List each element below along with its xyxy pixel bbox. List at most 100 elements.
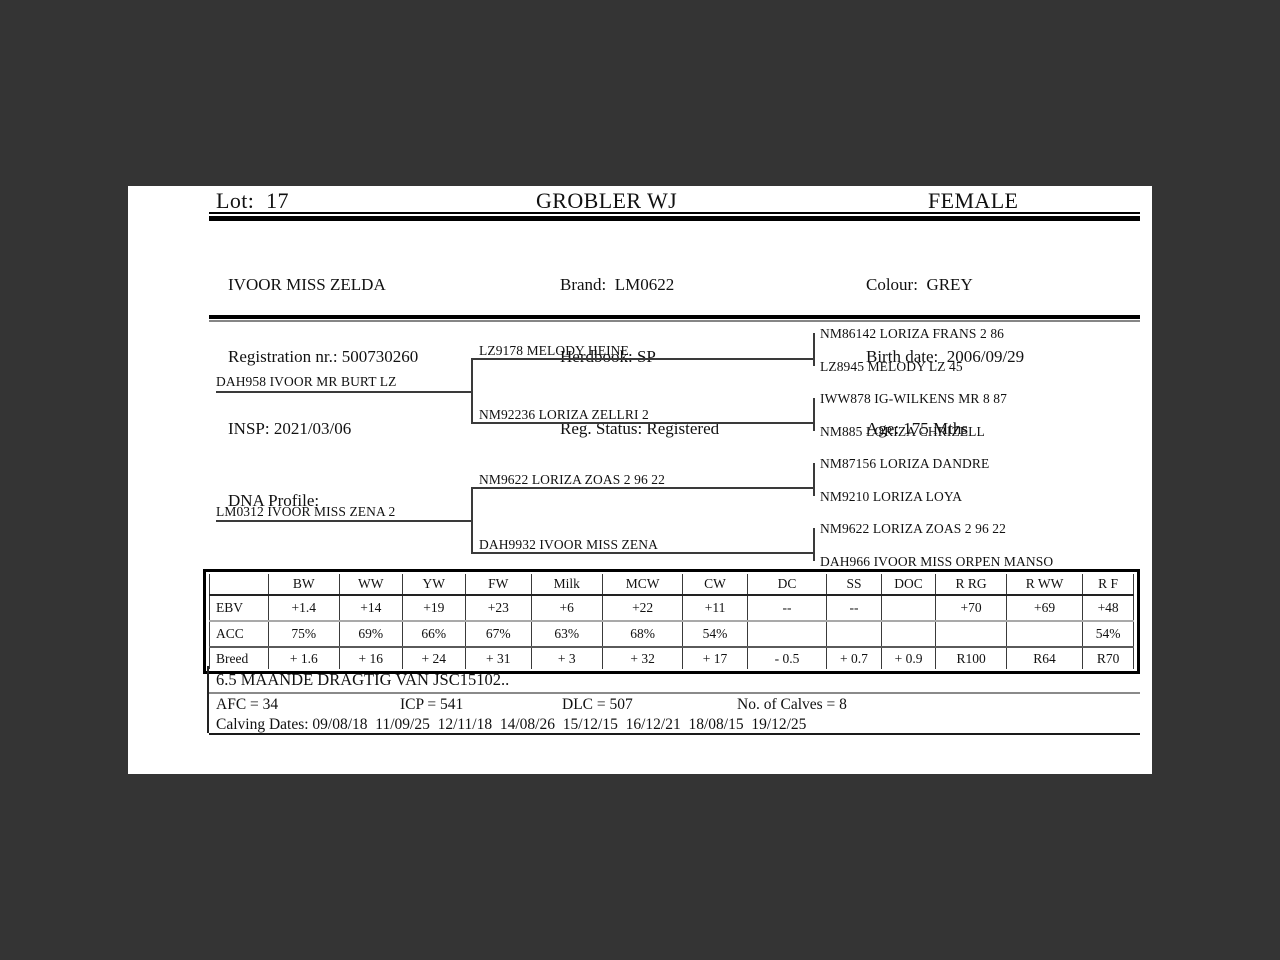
- brand: Brand: LM0622: [560, 275, 675, 294]
- calving-dates: Calving Dates: 09/08/18 11/09/25 12/11/1…: [216, 716, 807, 733]
- catalog-page: Lot: 17 GROBLER WJ FEMALE IVOOR MISS ZEL…: [128, 186, 1152, 774]
- pregnancy-note: 6.5 MAANDE DRAGTIG VAN JSC15102..: [216, 670, 510, 689]
- column-header: WW: [339, 574, 403, 596]
- registration-nr: Registration nr.: 500730260: [228, 347, 419, 366]
- colour: Colour: GREY: [866, 275, 973, 294]
- row-label: Breed: [209, 647, 269, 669]
- table-cell: + 31: [465, 647, 532, 669]
- column-header: BW: [267, 574, 341, 596]
- pedigree-node-ggp-3: IWW878 IG-WILKENS MR 8 87: [820, 391, 1007, 406]
- column-header: CW: [682, 574, 748, 596]
- herdbook: Herdbook: SP: [560, 347, 656, 366]
- pedigree-line: [471, 358, 473, 424]
- column-header: SS: [826, 574, 882, 596]
- registration-column: Brand: LM0622 Herdbook: SP Reg. Status: …: [560, 225, 719, 489]
- table-cell: + 3: [530, 647, 603, 669]
- column-header: Milk: [530, 574, 603, 596]
- info-divider: [209, 315, 1140, 322]
- table-cell: [935, 621, 1007, 648]
- column-header: R F: [1082, 574, 1134, 596]
- table-cell: 75%: [267, 621, 341, 648]
- table-row-breed: Breed + 1.6 + 16 + 24 + 31 + 3 + 32 + 17…: [209, 647, 1134, 669]
- pedigree-line: [471, 358, 815, 360]
- pedigree-node-ggp-1: NM86142 LORIZA FRANS 2 86: [820, 326, 1005, 341]
- pedigree-node-granddam-maternal: DAH9932 IVOOR MISS ZENA: [479, 537, 658, 552]
- table-cell: [880, 595, 937, 622]
- pedigree-node-sire: DAH958 IVOOR MR BURT LZ: [216, 374, 397, 389]
- column-header: DOC: [880, 574, 937, 596]
- table-cell: +1.4: [267, 595, 341, 622]
- column-header: FW: [465, 574, 532, 596]
- table-cell: +14: [339, 595, 403, 622]
- table-cell: 67%: [465, 621, 532, 648]
- column-header: DC: [746, 574, 828, 596]
- table-cell: R70: [1082, 647, 1134, 669]
- table-cell: 69%: [339, 621, 403, 648]
- table-cell: [880, 621, 937, 648]
- age: Age: 175 Mths: [866, 419, 968, 438]
- pedigree-node-granddam-paternal: NM92236 LORIZA ZELLRI 2: [479, 407, 649, 422]
- lot-number: Lot: 17: [216, 188, 289, 213]
- pedigree-line: [471, 552, 815, 554]
- pedigree-line: [813, 398, 815, 431]
- table-cell: +69: [1005, 595, 1084, 622]
- table-cell: --: [746, 595, 828, 622]
- sex-label: FEMALE: [928, 188, 1019, 213]
- icp-stat: ICP = 541: [400, 696, 464, 713]
- table-cell: 54%: [1082, 621, 1134, 648]
- birth-date: Birth date: 2006/09/29: [866, 347, 1025, 366]
- pedigree-line: [813, 333, 815, 366]
- table-cell: + 32: [601, 647, 684, 669]
- calves-stat: No. of Calves = 8: [737, 696, 847, 713]
- table-cell: [1005, 621, 1084, 648]
- pedigree-line: [216, 520, 473, 522]
- table-cell: +19: [401, 595, 467, 622]
- bottom-border: [209, 733, 1140, 735]
- table-row-acc: ACC 75% 69% 66% 67% 63% 68% 54% 54%: [209, 621, 1134, 648]
- table-cell: R100: [935, 647, 1007, 669]
- table-cell: 54%: [682, 621, 748, 648]
- table-cell: +6: [530, 595, 603, 622]
- table-cell: + 0.7: [826, 647, 882, 669]
- pedigree-node-dam: LM0312 IVOOR MISS ZENA 2: [216, 504, 396, 519]
- pedigree-line: [471, 487, 815, 489]
- table-cell: - 0.5: [746, 647, 828, 669]
- table-cell: 63%: [530, 621, 603, 648]
- pedigree-line: [216, 391, 473, 393]
- table-cell: +11: [682, 595, 748, 622]
- table-header-row: BW WW YW FW Milk MCW CW DC SS DOC R RG R…: [209, 574, 1134, 596]
- animal-name: IVOOR MISS ZELDA: [228, 275, 386, 294]
- header-divider: [209, 212, 1140, 221]
- table-row-ebv: EBV +1.4 +14 +19 +23 +6 +22 +11 -- -- +7…: [209, 595, 1134, 622]
- pedigree-line: [813, 528, 815, 561]
- animal-id-column: IVOOR MISS ZELDA Registration nr.: 50073…: [228, 225, 418, 561]
- table-cell: +48: [1082, 595, 1134, 622]
- row-label: EBV: [209, 595, 269, 622]
- table-cell: 68%: [601, 621, 684, 648]
- pedigree-node-ggp-4: NM885 LORIZA CHRIZELL: [820, 424, 985, 439]
- column-header: YW: [401, 574, 467, 596]
- notes-left-border: [207, 666, 209, 733]
- pedigree-node-grandsire-maternal: NM9622 LORIZA ZOAS 2 96 22: [479, 472, 665, 487]
- pedigree-node-ggp-7: NM9622 LORIZA ZOAS 2 96 22: [820, 521, 1006, 536]
- table-cell: --: [826, 595, 882, 622]
- table-cell: + 1.6: [267, 647, 341, 669]
- pedigree-node-grandsire-paternal: LZ9178 MELODY HEINE: [479, 343, 629, 358]
- notes-divider: [209, 692, 1140, 694]
- column-header: [209, 574, 269, 596]
- table-cell: + 0.9: [880, 647, 937, 669]
- table-cell: [826, 621, 882, 648]
- dlc-stat: DLC = 507: [562, 696, 633, 713]
- ebv-table: BW WW YW FW Milk MCW CW DC SS DOC R RG R…: [203, 569, 1140, 674]
- table-cell: [746, 621, 828, 648]
- breeder-name: GROBLER WJ: [536, 188, 678, 213]
- insp-date: INSP: 2021/03/06: [228, 419, 352, 438]
- attributes-column: Colour: GREY Birth date: 2006/09/29 Age:…: [866, 225, 1024, 489]
- table-cell: R64: [1005, 647, 1084, 669]
- table-cell: +70: [935, 595, 1007, 622]
- column-header: R WW: [1005, 574, 1084, 596]
- table-cell: +23: [465, 595, 532, 622]
- dna-profile: DNA Profile:: [228, 491, 320, 510]
- table-cell: 66%: [401, 621, 467, 648]
- afc-stat: AFC = 34: [216, 696, 279, 713]
